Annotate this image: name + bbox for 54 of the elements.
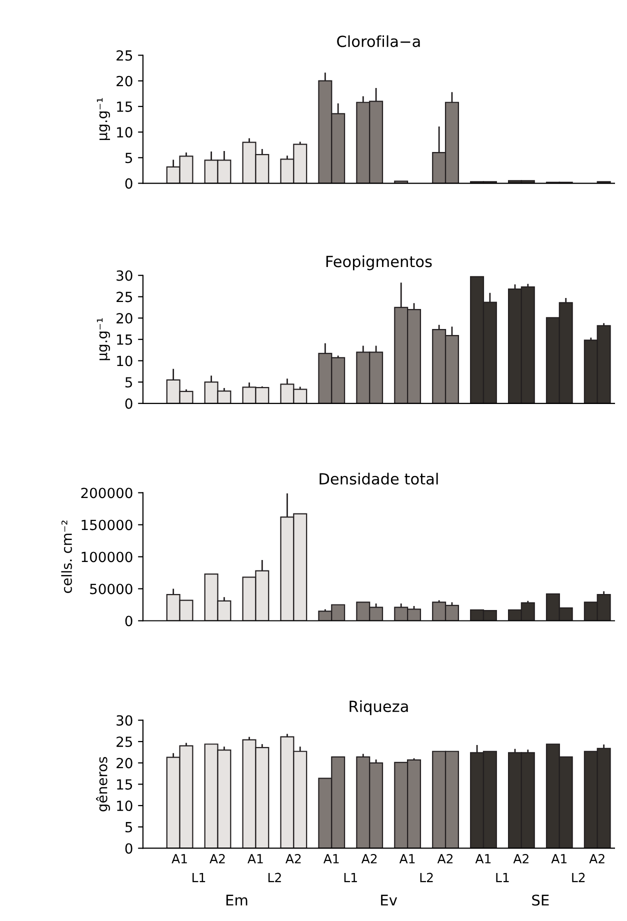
- y-tick-label: 5: [125, 822, 132, 832]
- x-tick-label: A2: [589, 854, 604, 864]
- y-tick-label: 15: [117, 779, 132, 790]
- y-tick-label: 100000: [82, 552, 132, 562]
- y-axis-title: gêneros: [96, 756, 110, 812]
- text: L2: [268, 872, 281, 882]
- y-tick-label: 0: [125, 178, 132, 189]
- x-tick-label: A1: [475, 854, 491, 864]
- y-tick-label: 30: [116, 270, 132, 281]
- x-tick-label: A2: [361, 854, 377, 864]
- y-tick-label: 0: [125, 398, 132, 409]
- y-tick-label: 15: [117, 102, 132, 112]
- y-tick-label: 20: [116, 76, 132, 86]
- y-tick-label: 10: [117, 127, 132, 138]
- text: L2: [420, 872, 433, 882]
- x-tick-label: A1: [399, 854, 415, 864]
- y-tick-label: 30: [116, 715, 132, 726]
- x-tick-label: A2: [210, 854, 225, 864]
- text: L1: [192, 872, 206, 882]
- y-axis-title: cells. cm⁻²: [61, 520, 72, 593]
- text: L1: [344, 872, 357, 882]
- y-tick-label: 10: [117, 800, 132, 812]
- y-tick-label: 25: [116, 292, 132, 302]
- text: Em: [226, 894, 248, 906]
- y-tick-label: 25: [116, 736, 132, 748]
- x-tick-label: A2: [437, 854, 453, 864]
- y-tick-label: 0: [125, 616, 132, 626]
- x-tick-label: A2: [513, 854, 528, 864]
- y-tick-label: 20: [116, 758, 132, 768]
- y-tick-label: 150000: [82, 520, 132, 530]
- y-tick-label: 5: [125, 152, 132, 164]
- chart-title: Feopigmentos: [326, 255, 432, 270]
- y-tick-label: 15: [117, 334, 132, 345]
- x-tick-label: A1: [172, 854, 187, 864]
- x-tick-label: A1: [248, 854, 263, 864]
- y-axis-title: μg.g⁻¹: [96, 98, 110, 140]
- text: L1: [496, 872, 509, 882]
- y-tick-label: 20: [116, 313, 132, 324]
- text: SE: [532, 894, 549, 906]
- chart-title: Densidade total: [320, 472, 438, 485]
- y-axis-title: μg.g⁻¹: [96, 318, 110, 360]
- x-tick-label: A1: [323, 854, 339, 864]
- y-tick-label: 0: [125, 843, 132, 854]
- y-tick-label: 50000: [90, 584, 132, 594]
- y-tick-label: 200000: [81, 488, 132, 498]
- text: Ev: [381, 894, 398, 906]
- chart-title: Clorofila−a: [337, 35, 420, 48]
- y-tick-label: 25: [116, 50, 132, 61]
- y-tick-label: 5: [125, 377, 132, 388]
- x-tick-label: A1: [551, 854, 567, 864]
- x-tick-label: A2: [286, 854, 301, 864]
- y-tick-label: 10: [117, 356, 132, 366]
- chart-title: Riqueza: [350, 700, 408, 716]
- text: L2: [572, 872, 585, 882]
